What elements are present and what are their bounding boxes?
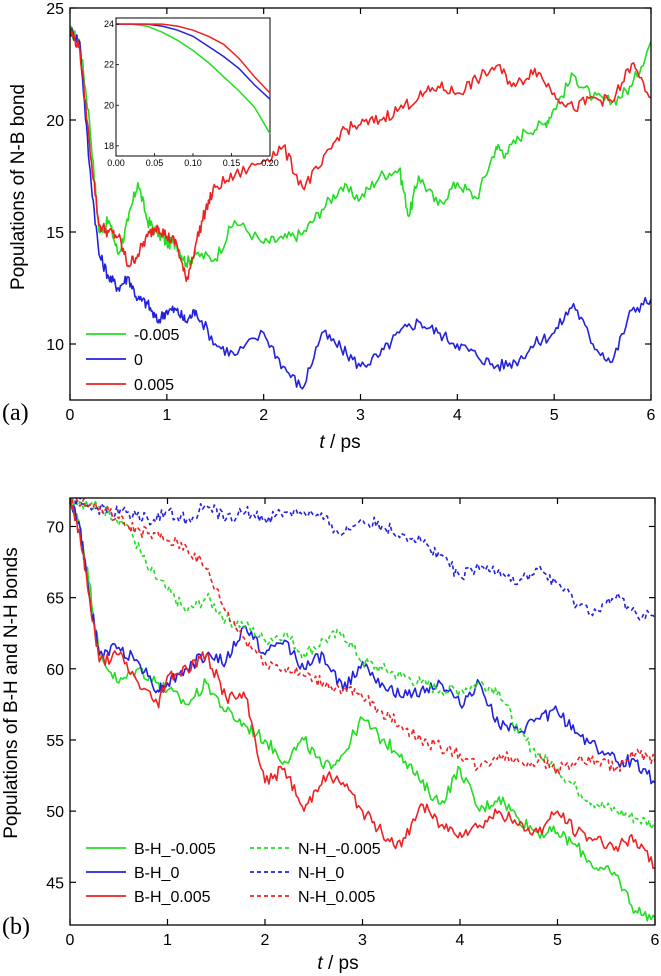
series-group (70, 498, 655, 922)
panel-a-xlabel-var: t (319, 432, 325, 453)
plot-frame (69, 497, 656, 926)
inset-y-tick-label: 22 (104, 60, 114, 70)
x-tick-label: 0 (66, 407, 75, 424)
legend-label-0: 0 (134, 352, 143, 369)
x-tick-label: 5 (550, 407, 559, 424)
inset-x-tick-label: 0.00 (107, 158, 125, 168)
y-tick-label: 15 (46, 225, 64, 242)
inset: 0.00 0.05 0.10 0.15 0.20 18 20 22 24 (104, 17, 279, 168)
legend: B-H_-0.005 B-H_0 B-H_0.005 N-H_-0.005 N-H_0 N… (86, 841, 381, 906)
y-tick-label: 65 (46, 591, 64, 608)
series-line-B-H_0 (70, 498, 655, 785)
series-line-B-H_0.005 (70, 498, 655, 869)
panel-a-xlabel-unit: / ps (325, 432, 361, 453)
legend-label-0.005: 0.005 (134, 377, 174, 394)
y-tick-label: 60 (46, 662, 64, 679)
inset-series-0.005 (116, 23, 271, 94)
y-tick-label: 45 (46, 875, 64, 892)
legend-label-N-H_0: N-H_0 (298, 865, 344, 882)
legend-label-B-H_0: B-H_0 (134, 865, 179, 882)
inset-x-tick-label: 0.05 (146, 158, 164, 168)
series-line-N-H_0.005 (70, 498, 655, 775)
legend-label-N-H_-0.005: N-H_-0.005 (298, 841, 381, 858)
y-tick-label: 50 (46, 804, 64, 821)
x-tick-label: 2 (261, 932, 270, 949)
y-tick-label: 10 (46, 337, 64, 354)
inset-x-tick-label: 0.15 (223, 158, 241, 168)
inset-x-tick-label: 0.20 (261, 158, 279, 168)
y-tick-label: 25 (46, 1, 64, 18)
series-line-0 (70, 27, 651, 390)
legend-label--0.005: -0.005 (134, 327, 179, 344)
inset-frame (115, 17, 271, 157)
series-line--0.005 (70, 25, 651, 268)
y-tick-label: 20 (46, 113, 64, 130)
x-tick-label: 0 (66, 932, 75, 949)
panel-b-ylabel: Populations of B-H and N-H bonds (1, 547, 22, 839)
inset-series--0.005 (116, 23, 271, 135)
panel-a-xlabel: t / ps (319, 432, 360, 453)
series-line-B-H_-0.005 (70, 498, 655, 922)
panel-b-xlabel: t / ps (317, 953, 358, 974)
series-line-N-H_0 (70, 498, 655, 621)
panel-b-label: (b) (2, 914, 30, 940)
panel-a-label: (a) (2, 400, 29, 426)
legend: -0.005 0 0.005 (86, 327, 179, 394)
series-group (70, 25, 651, 390)
x-tick-label: 4 (453, 407, 462, 424)
panel-a: Populations of N-B bond (a) t / ps 0 1 2 3 4… (2, 1, 656, 453)
x-tick-label: 4 (456, 932, 465, 949)
inset-y-tick-label: 18 (104, 141, 114, 151)
x-tick-label: 2 (259, 407, 268, 424)
x-tick-label: 1 (163, 932, 172, 949)
x-tick-label: 1 (162, 407, 171, 424)
inset-y-tick-label: 20 (104, 100, 114, 110)
panel-b-xlabel-var: t (317, 953, 323, 974)
legend-label-B-H_0.005: B-H_0.005 (134, 889, 211, 906)
inset-y-tick-label: 24 (104, 19, 114, 29)
y-tick-label: 55 (46, 733, 64, 750)
series-line-0.005 (70, 30, 651, 283)
x-tick-label: 3 (356, 407, 365, 424)
legend-label-B-H_-0.005: B-H_-0.005 (134, 841, 216, 858)
x-tick-label: 3 (358, 932, 367, 949)
panel-b: Populations of B-H and N-H bonds (b) t /… (1, 497, 660, 974)
legend-label-N-H_0.005: N-H_0.005 (298, 889, 375, 906)
y-tick-label: 70 (46, 519, 64, 536)
x-tick-label: 6 (651, 932, 660, 949)
x-tick-label: 6 (647, 407, 656, 424)
inset-x-tick-label: 0.10 (184, 158, 202, 168)
panel-b-xlabel-unit: / ps (323, 953, 359, 974)
panel-a-ylabel: Populations of N-B bond (8, 84, 29, 290)
x-tick-label: 5 (553, 932, 562, 949)
